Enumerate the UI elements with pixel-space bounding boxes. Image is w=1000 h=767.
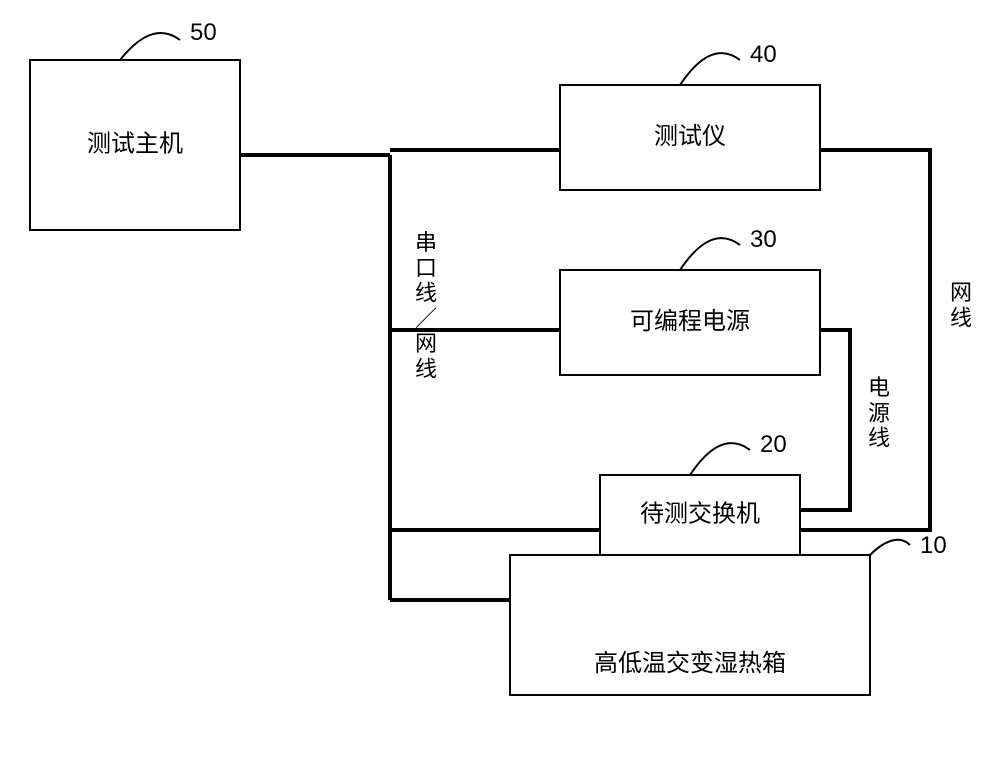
label-psu: 可编程电源	[630, 308, 750, 335]
box-psu: 可编程电源	[560, 270, 820, 375]
svg-text:50: 50	[190, 19, 217, 46]
wire-power	[800, 330, 850, 510]
vlabel-network: 网线	[950, 280, 972, 330]
svg-text:10: 10	[920, 532, 947, 559]
leader-chamber: 10	[870, 532, 947, 559]
leader-dut: 20	[690, 431, 787, 475]
box-tester: 测试仪	[560, 85, 820, 190]
svg-text:30: 30	[750, 226, 777, 253]
box-host: 测试主机	[30, 60, 240, 230]
vlabel-serial: 串口线／网线	[415, 230, 437, 382]
vlabel-power: 电源线	[868, 375, 890, 451]
label-tester: 测试仪	[654, 123, 726, 150]
label-dut: 待测交换机	[640, 500, 760, 527]
label-chamber: 高低温交变湿热箱	[594, 650, 786, 677]
label-host: 测试主机	[87, 130, 183, 157]
leader-psu: 30	[680, 226, 777, 270]
svg-text:40: 40	[750, 41, 777, 68]
box-chamber: 高低温交变湿热箱	[510, 555, 870, 695]
leader-host: 50	[120, 19, 217, 60]
box-dut: 待测交换机	[600, 475, 800, 555]
svg-text:20: 20	[760, 431, 787, 458]
leader-tester: 40	[680, 41, 777, 85]
